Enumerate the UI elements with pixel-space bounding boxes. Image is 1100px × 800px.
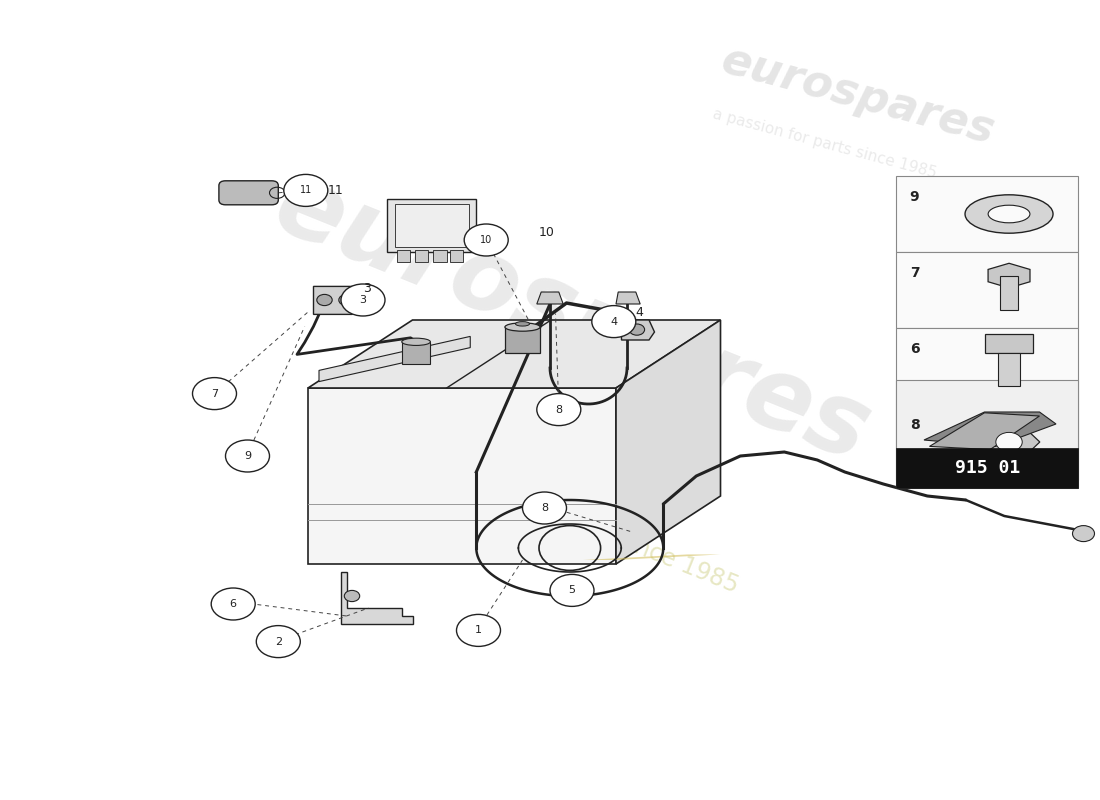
Text: 7: 7 xyxy=(910,266,920,280)
Ellipse shape xyxy=(516,322,529,326)
Text: 3: 3 xyxy=(360,295,366,305)
Circle shape xyxy=(339,294,354,306)
Circle shape xyxy=(226,440,270,472)
Polygon shape xyxy=(896,328,1078,404)
Text: 8: 8 xyxy=(541,503,548,513)
Circle shape xyxy=(1072,526,1094,542)
Text: 915 01: 915 01 xyxy=(955,459,1020,477)
Text: 2: 2 xyxy=(275,637,282,646)
Polygon shape xyxy=(433,250,447,262)
Polygon shape xyxy=(341,572,412,624)
Text: 5: 5 xyxy=(569,586,575,595)
Circle shape xyxy=(464,224,508,256)
Circle shape xyxy=(211,588,255,620)
FancyBboxPatch shape xyxy=(387,199,476,252)
Polygon shape xyxy=(537,292,563,304)
Text: a passion for parts since 1985: a passion for parts since 1985 xyxy=(712,107,938,181)
Circle shape xyxy=(996,432,1022,451)
Circle shape xyxy=(284,174,328,206)
Ellipse shape xyxy=(965,194,1053,234)
Ellipse shape xyxy=(402,338,430,346)
Polygon shape xyxy=(896,252,1078,328)
Circle shape xyxy=(550,574,594,606)
Polygon shape xyxy=(583,554,720,560)
Polygon shape xyxy=(896,380,1078,488)
Text: 9: 9 xyxy=(244,451,251,461)
Polygon shape xyxy=(397,250,410,262)
Polygon shape xyxy=(896,404,1078,480)
Polygon shape xyxy=(616,320,721,564)
Text: 6: 6 xyxy=(910,342,920,357)
Text: 3: 3 xyxy=(363,282,371,294)
Polygon shape xyxy=(450,250,463,262)
Text: 10: 10 xyxy=(539,226,554,238)
Polygon shape xyxy=(308,388,616,564)
Circle shape xyxy=(537,394,581,426)
Polygon shape xyxy=(924,412,1056,446)
Polygon shape xyxy=(984,334,1033,353)
Polygon shape xyxy=(1000,275,1018,310)
Circle shape xyxy=(344,590,360,602)
Text: a passion for parts since 1985: a passion for parts since 1985 xyxy=(402,442,742,598)
Polygon shape xyxy=(319,336,471,382)
FancyBboxPatch shape xyxy=(395,204,469,247)
Circle shape xyxy=(192,378,236,410)
Polygon shape xyxy=(314,286,363,314)
Text: 8: 8 xyxy=(556,405,562,414)
Polygon shape xyxy=(988,263,1030,288)
Circle shape xyxy=(592,306,636,338)
Text: 8: 8 xyxy=(910,418,920,432)
Circle shape xyxy=(629,324,645,335)
Ellipse shape xyxy=(971,440,1046,464)
Polygon shape xyxy=(616,292,640,304)
Polygon shape xyxy=(978,427,1040,457)
Polygon shape xyxy=(308,320,720,388)
Polygon shape xyxy=(402,342,430,364)
Polygon shape xyxy=(896,176,1078,252)
Circle shape xyxy=(522,492,566,524)
Text: 11: 11 xyxy=(328,184,343,197)
Circle shape xyxy=(317,294,332,306)
Circle shape xyxy=(341,284,385,316)
Polygon shape xyxy=(505,327,540,353)
Ellipse shape xyxy=(988,206,1030,222)
Text: 6: 6 xyxy=(230,599,236,609)
Polygon shape xyxy=(998,353,1020,386)
Text: 11: 11 xyxy=(299,186,312,195)
Polygon shape xyxy=(415,250,428,262)
Text: 4: 4 xyxy=(610,317,617,326)
Text: 9: 9 xyxy=(910,190,920,204)
Text: 1: 1 xyxy=(475,626,482,635)
Text: 7: 7 xyxy=(211,389,218,398)
Polygon shape xyxy=(896,448,1078,488)
Text: eurospares: eurospares xyxy=(716,39,1000,153)
Ellipse shape xyxy=(505,323,540,331)
Circle shape xyxy=(456,614,501,646)
Text: 10: 10 xyxy=(480,235,493,245)
Circle shape xyxy=(256,626,300,658)
Text: eurospares: eurospares xyxy=(261,157,883,483)
Text: 4: 4 xyxy=(636,306,644,318)
FancyBboxPatch shape xyxy=(219,181,278,205)
Polygon shape xyxy=(621,320,654,340)
Polygon shape xyxy=(930,413,1040,450)
